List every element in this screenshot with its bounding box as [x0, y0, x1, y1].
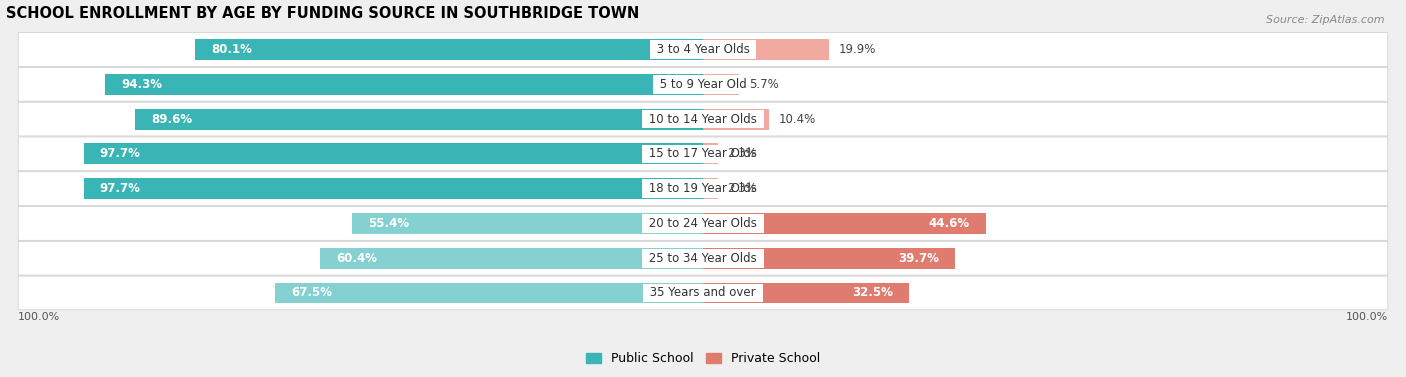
FancyBboxPatch shape	[18, 137, 1388, 171]
Text: 100.0%: 100.0%	[18, 312, 60, 322]
Bar	[352, 213, 703, 234]
Bar	[703, 282, 910, 303]
Text: 5.7%: 5.7%	[748, 78, 779, 91]
FancyBboxPatch shape	[18, 67, 1388, 101]
Text: 80.1%: 80.1%	[211, 43, 252, 56]
Bar	[703, 178, 717, 199]
Text: 60.4%: 60.4%	[336, 252, 377, 265]
Text: 3 to 4 Year Olds: 3 to 4 Year Olds	[652, 43, 754, 56]
Bar	[195, 39, 703, 60]
FancyBboxPatch shape	[18, 33, 1388, 66]
Bar	[703, 39, 830, 60]
Text: 20 to 24 Year Olds: 20 to 24 Year Olds	[645, 217, 761, 230]
Text: 15 to 17 Year Olds: 15 to 17 Year Olds	[645, 147, 761, 160]
Text: 19.9%: 19.9%	[839, 43, 876, 56]
Text: 10 to 14 Year Olds: 10 to 14 Year Olds	[645, 113, 761, 126]
Text: 25 to 34 Year Olds: 25 to 34 Year Olds	[645, 252, 761, 265]
FancyBboxPatch shape	[18, 241, 1388, 275]
Text: 94.3%: 94.3%	[121, 78, 162, 91]
Bar	[135, 109, 703, 130]
Legend: Public School, Private School: Public School, Private School	[581, 347, 825, 370]
Text: 97.7%: 97.7%	[100, 182, 141, 195]
Text: 2.3%: 2.3%	[727, 182, 756, 195]
Text: 35 Years and over: 35 Years and over	[647, 287, 759, 299]
Text: 100.0%: 100.0%	[1346, 312, 1388, 322]
Text: 32.5%: 32.5%	[852, 287, 893, 299]
Text: 10.4%: 10.4%	[779, 113, 815, 126]
Text: 44.6%: 44.6%	[929, 217, 970, 230]
Bar	[703, 213, 986, 234]
Text: 39.7%: 39.7%	[898, 252, 939, 265]
Bar	[105, 74, 703, 95]
Text: 55.4%: 55.4%	[367, 217, 409, 230]
Bar	[703, 109, 769, 130]
Bar	[276, 282, 703, 303]
Text: SCHOOL ENROLLMENT BY AGE BY FUNDING SOURCE IN SOUTHBRIDGE TOWN: SCHOOL ENROLLMENT BY AGE BY FUNDING SOUR…	[6, 6, 638, 21]
Text: 97.7%: 97.7%	[100, 147, 141, 160]
Bar	[83, 178, 703, 199]
Text: 2.3%: 2.3%	[727, 147, 756, 160]
Text: 18 to 19 Year Olds: 18 to 19 Year Olds	[645, 182, 761, 195]
Bar	[83, 143, 703, 164]
Bar	[703, 143, 717, 164]
Bar	[321, 248, 703, 269]
FancyBboxPatch shape	[18, 276, 1388, 310]
Bar	[703, 74, 740, 95]
FancyBboxPatch shape	[18, 172, 1388, 205]
FancyBboxPatch shape	[18, 102, 1388, 136]
Text: 89.6%: 89.6%	[150, 113, 191, 126]
Text: Source: ZipAtlas.com: Source: ZipAtlas.com	[1267, 15, 1385, 25]
Text: 67.5%: 67.5%	[291, 287, 332, 299]
FancyBboxPatch shape	[18, 207, 1388, 240]
Bar	[703, 248, 955, 269]
Text: 5 to 9 Year Old: 5 to 9 Year Old	[655, 78, 751, 91]
